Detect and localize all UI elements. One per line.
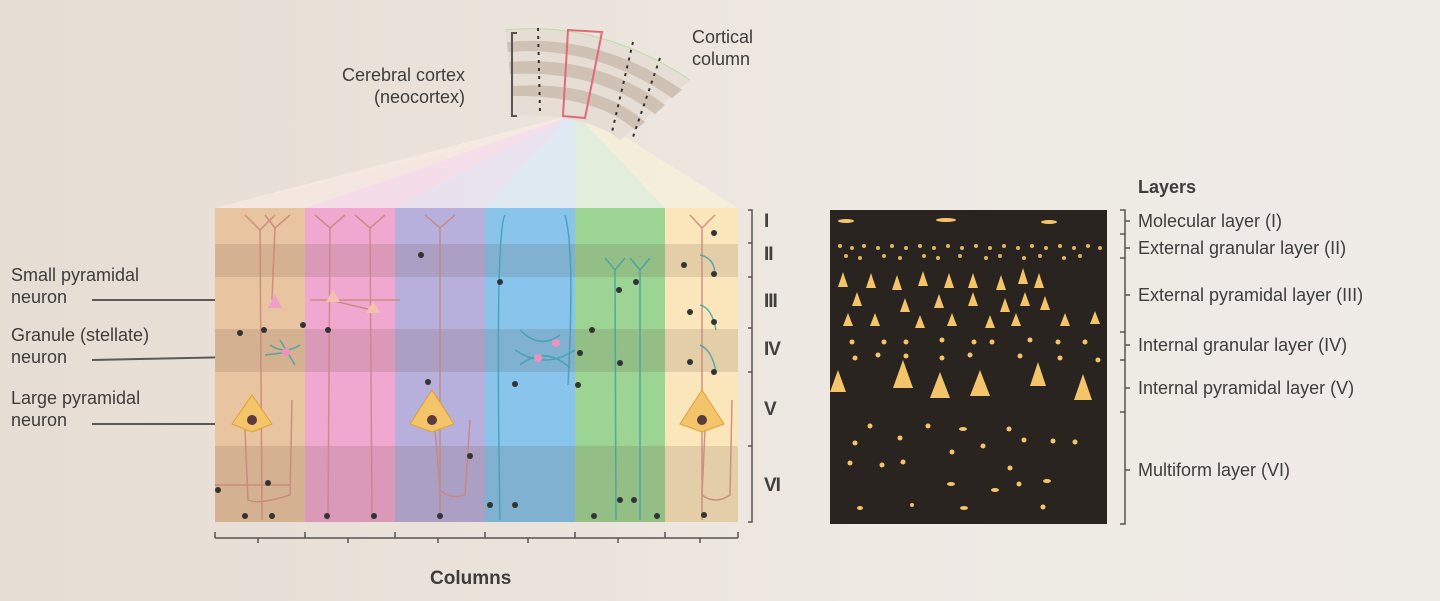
- cortical-column-label-line1: Cortical: [692, 27, 754, 47]
- layer-name-external-granular: External granular layer (II): [1138, 238, 1347, 258]
- small-pyramidal-neuron-label: Small pyramidal neuron: [11, 264, 139, 308]
- large-pyramidal-neuron-label: Large pyramidal neuron: [11, 387, 140, 431]
- cerebral-cortex-label-line2: (neocortex): [374, 87, 466, 107]
- small-pyramidal-line2: neuron: [11, 287, 68, 307]
- cortical-column-label: Cortical column: [692, 26, 753, 70]
- layer-name-internal-pyramidal: Internal pyramidal layer (V): [1138, 378, 1355, 398]
- layer-numeral-iv: IV: [764, 339, 781, 360]
- cerebral-cortex-label-line1: Cerebral cortex: [342, 65, 466, 85]
- layer-numeral-vi: VI: [764, 475, 781, 496]
- layer-name-internal-granular: Internal granular layer (IV): [1138, 335, 1348, 355]
- small-pyramidal-leader-line: [92, 299, 267, 301]
- layers-header: Layers: [1138, 177, 1197, 197]
- layer-name-molecular: Molecular layer (I): [1138, 211, 1283, 231]
- granule-line2: neuron: [11, 347, 68, 367]
- layer-name-multiform: Multiform layer (VI): [1138, 460, 1291, 480]
- cerebral-cortex-label: Cerebral cortex (neocortex): [328, 64, 465, 108]
- small-pyramidal-line1: Small pyramidal: [11, 265, 140, 285]
- granule-line1: Granule (stellate): [11, 325, 150, 345]
- granule-neuron-label: Granule (stellate) neuron: [11, 324, 149, 368]
- layer-numeral-i: I: [764, 211, 769, 232]
- large-pyramidal-line2: neuron: [11, 410, 68, 430]
- large-pyramidal-line1: Large pyramidal: [11, 388, 141, 408]
- layer-numeral-ii: II: [764, 244, 774, 265]
- layer-numeral-iii: III: [764, 291, 778, 312]
- columns-axis-label: Columns: [430, 568, 512, 589]
- large-pyramidal-leader-line: [92, 423, 240, 425]
- layer-numeral-v: V: [764, 399, 777, 420]
- cortical-column-label-line2: column: [692, 49, 751, 69]
- layer-name-external-pyramidal: External pyramidal layer (III): [1138, 285, 1364, 305]
